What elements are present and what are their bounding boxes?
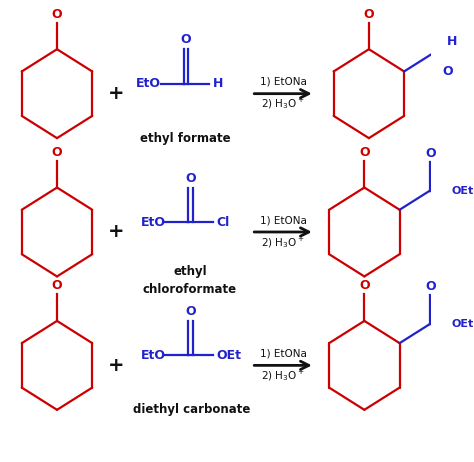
Text: Cl: Cl — [216, 216, 229, 229]
Text: O: O — [185, 171, 196, 184]
Text: O: O — [443, 65, 453, 78]
Text: +: + — [108, 223, 124, 242]
Text: OEt: OEt — [452, 186, 474, 196]
Text: chloroformate: chloroformate — [143, 283, 237, 296]
Text: 1) EtONa: 1) EtONa — [260, 77, 307, 87]
Text: O: O — [181, 33, 191, 46]
Text: EtO: EtO — [140, 216, 165, 229]
Text: 1) EtONa: 1) EtONa — [260, 348, 307, 359]
Text: O: O — [359, 279, 370, 292]
Text: O: O — [185, 305, 196, 318]
Text: +: + — [108, 356, 124, 375]
Text: O: O — [359, 146, 370, 159]
Text: 1) EtONa: 1) EtONa — [260, 215, 307, 225]
Text: O: O — [364, 7, 374, 21]
Text: O: O — [426, 280, 437, 293]
Text: ethyl: ethyl — [173, 265, 207, 278]
Text: O: O — [426, 147, 437, 160]
Text: EtO: EtO — [140, 349, 165, 362]
Text: 2) H$_3$O$^+$: 2) H$_3$O$^+$ — [261, 97, 305, 111]
Text: H: H — [212, 77, 223, 90]
Text: O: O — [52, 279, 62, 292]
Text: diethyl carbonate: diethyl carbonate — [133, 403, 250, 416]
Text: OEt: OEt — [216, 349, 241, 362]
Text: O: O — [52, 146, 62, 159]
Text: 2) H$_3$O$^+$: 2) H$_3$O$^+$ — [261, 368, 305, 383]
Text: O: O — [52, 7, 62, 21]
Text: OEt: OEt — [452, 319, 474, 329]
Text: EtO: EtO — [136, 77, 161, 90]
Text: H: H — [447, 35, 457, 48]
Text: 2) H$_3$O$^+$: 2) H$_3$O$^+$ — [261, 235, 305, 249]
Text: +: + — [108, 84, 124, 103]
Text: ethyl formate: ethyl formate — [140, 132, 231, 145]
